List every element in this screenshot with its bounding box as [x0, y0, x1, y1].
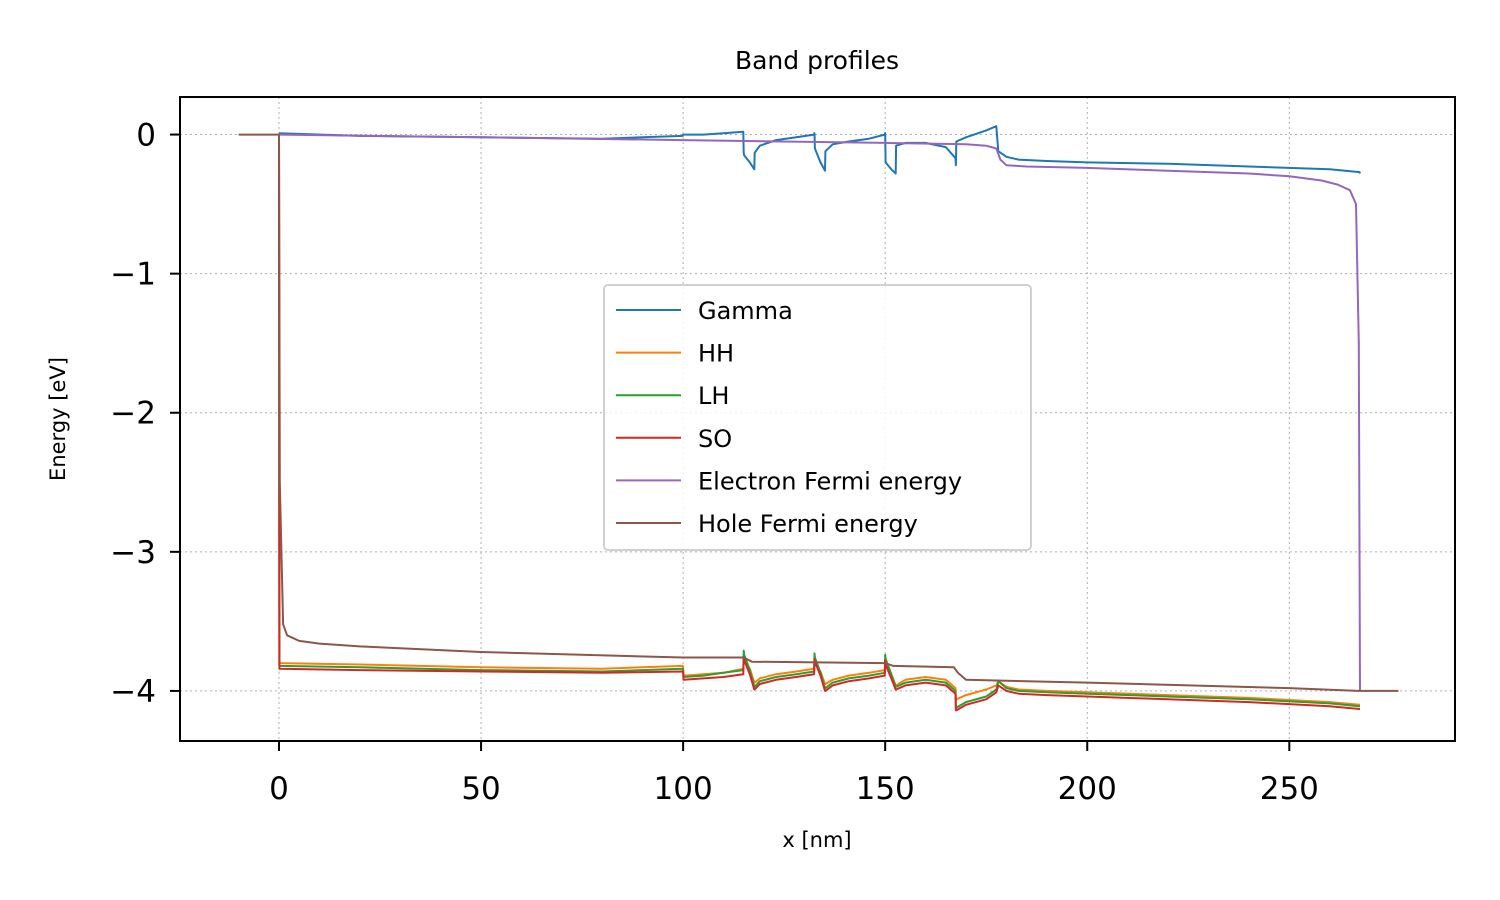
x-tick-label: 0: [269, 771, 289, 807]
y-tick-label: −3: [110, 535, 156, 571]
legend-label: LH: [698, 382, 729, 410]
y-tick-label: 0: [136, 118, 156, 154]
y-tick-label: −4: [110, 674, 156, 710]
series-line-3: [278, 134, 1361, 712]
x-tick-label: 100: [654, 771, 713, 807]
series-line-4: [278, 133, 1361, 691]
legend-label: HH: [698, 340, 734, 368]
x-axis: 0 50 100 150 200 250: [269, 741, 1319, 807]
legend-label: Electron Fermi energy: [698, 467, 962, 495]
series-line-0: [278, 125, 1361, 175]
legend: Gamma HH LH SO Electron Fermi energy Hole Fer…: [603, 284, 1032, 551]
x-tick-label: 200: [1058, 771, 1117, 807]
series-line-2: [278, 134, 1361, 709]
y-tick-label: −1: [110, 257, 156, 293]
x-tick-label: 50: [461, 771, 500, 807]
plot-frame: [179, 96, 1456, 742]
x-axis-label: x [nm]: [782, 828, 851, 852]
chart-title: Band profiles: [735, 46, 899, 75]
y-axis-label: Energy [eV]: [46, 357, 70, 481]
legend-box: [603, 284, 1032, 551]
legend-label: Gamma: [698, 297, 793, 325]
legend-label: SO: [698, 425, 732, 453]
series-lines: [238, 125, 1399, 712]
legend-label: Hole Fermi energy: [698, 510, 918, 538]
y-tick-label: −2: [110, 396, 156, 432]
series-line-5: [238, 133, 1399, 692]
x-tick-label: 250: [1260, 771, 1319, 807]
y-axis: 0 −1 −2 −3 −4: [110, 118, 180, 710]
x-tick-label: 150: [856, 771, 915, 807]
